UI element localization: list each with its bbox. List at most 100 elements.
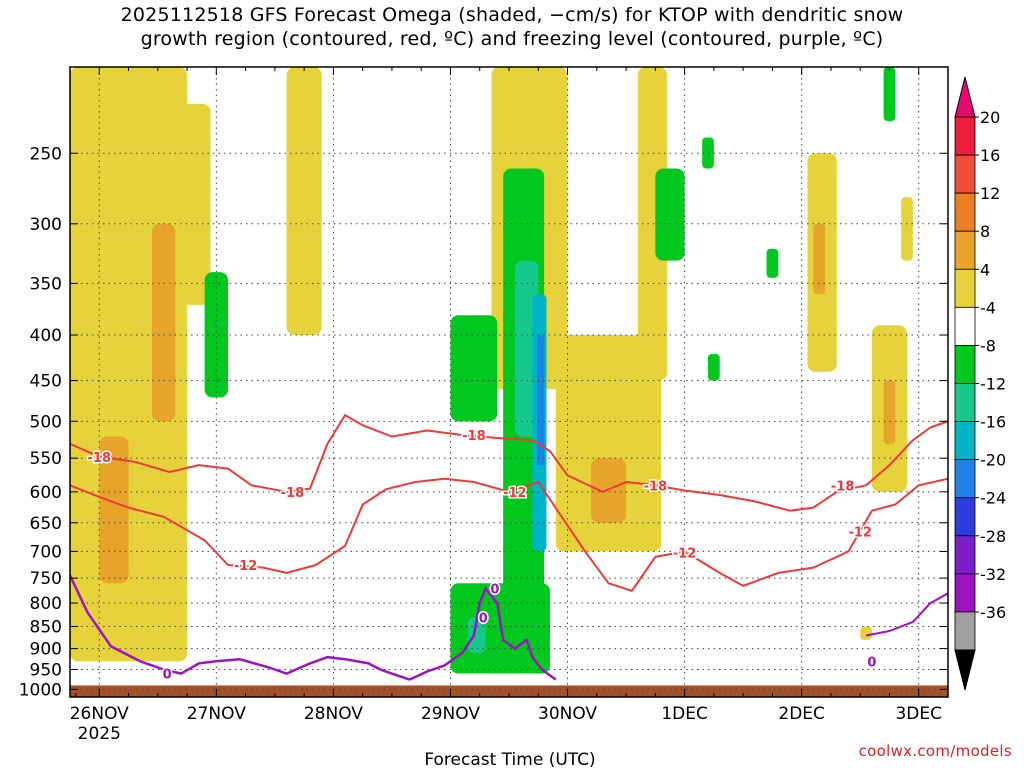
y-tick-label-650: 650 — [30, 514, 62, 534]
y-tick-label-350: 350 — [30, 274, 62, 294]
x-tick-label-7: 3DEC — [895, 704, 942, 724]
colorbar-swatch-1 — [954, 154, 976, 194]
axes: 250 300 350 400 450 500 550 600 650 700 750 800 850 9… — [19, 66, 949, 744]
contour-label-3-0: 0 — [479, 611, 488, 626]
omega-region-26 — [883, 67, 896, 122]
colorbar-swatch-9 — [954, 459, 976, 499]
x-tick-label-2: 28NOV — [304, 704, 363, 724]
colorbar-swatch-13 — [954, 611, 976, 651]
contour-label-2-0: 0 — [163, 668, 172, 683]
contour-line-2 — [70, 574, 410, 681]
omega-region-19 — [766, 248, 779, 278]
x-tick-label-3: 29NOV — [421, 704, 480, 724]
y-tick-label-300: 300 — [30, 215, 62, 235]
y-tick-label-500: 500 — [30, 412, 62, 432]
x-tick-label-6: 2DEC — [778, 704, 825, 724]
y-tick-label-850: 850 — [30, 617, 62, 637]
y-tick-label-1000: 1000 — [19, 680, 62, 700]
contour-label-3-1: 0 — [490, 582, 499, 597]
omega-region-17 — [655, 168, 685, 261]
colorbar-label-5: -4 — [980, 298, 996, 317]
chart-title-line-1: 2025112518 GFS Forecast Omega (shaded, −… — [120, 4, 904, 26]
y-tick-label-550: 550 — [30, 449, 62, 469]
y-tick-label-400: 400 — [30, 326, 62, 346]
omega-region-5 — [204, 272, 229, 398]
y-tick-label-950: 950 — [30, 661, 62, 681]
x-tick-label-1: 27NOV — [187, 704, 246, 724]
y-tick-label-900: 900 — [30, 640, 62, 660]
omega-region-8 — [590, 458, 627, 523]
y-tick-label-600: 600 — [30, 483, 62, 503]
contour-label-0-1: -18 — [281, 486, 305, 501]
colorbar-bottom-arrow — [954, 649, 976, 691]
colorbar-label-3: 8 — [980, 222, 990, 241]
colorbar-swatch-8 — [954, 421, 976, 461]
contour-line-1 — [70, 477, 948, 592]
contour-line-3 — [408, 587, 557, 681]
colorbar-swatch-7 — [954, 383, 976, 422]
colorbar-swatch-3 — [954, 230, 976, 270]
colorbar-label-12: -32 — [980, 565, 1006, 584]
x-axis-label: Forecast Time (UTC) — [424, 750, 595, 768]
colorbar-label-0: 20 — [980, 108, 1000, 127]
x-year-label: 2025 — [78, 724, 121, 744]
omega-region-4 — [286, 67, 322, 336]
contour-label-1-0: -12 — [234, 559, 258, 574]
watermark: coolwx.com/models — [858, 742, 1012, 760]
omega-region-10 — [450, 315, 498, 422]
chart-title: 2025112518 GFS Forecast Omega (shaded, −… — [0, 3, 1024, 51]
y-tick-label-750: 750 — [30, 569, 62, 589]
y-tick-label-250: 250 — [30, 144, 62, 164]
colorbar-label-1: 16 — [980, 146, 1000, 165]
colorbar-swatch-11 — [954, 535, 976, 575]
omega-region-1 — [99, 436, 129, 584]
y-tick-label-800: 800 — [30, 594, 62, 614]
colorbar-swatch-0 — [954, 116, 976, 156]
contour-label-0-0: -18 — [88, 451, 112, 466]
omega-region-3 — [181, 103, 211, 305]
colorbar: 20 16 12 8 4 -4 -8 -12 -16 -20 -24 -28 -32 -36 — [954, 76, 1006, 691]
omega-region-7 — [555, 335, 662, 552]
contour-label-1-1: -12 — [503, 486, 527, 501]
ground-fill — [70, 685, 948, 697]
omega-region-24 — [883, 380, 896, 444]
contour-label-1-3: -12 — [848, 526, 872, 541]
contour-label-0-3: -18 — [644, 479, 668, 494]
contour-line-0 — [70, 414, 948, 512]
colorbar-swatch-5 — [954, 306, 976, 346]
x-tick-label-4: 30NOV — [538, 704, 597, 724]
omega-region-2 — [151, 223, 176, 422]
contour-label-1-2: -12 — [673, 547, 697, 562]
omega-region-20 — [708, 353, 720, 381]
contour-label-0-4: -18 — [831, 479, 855, 494]
colorbar-swatch-12 — [954, 573, 976, 613]
colorbar-label-10: -24 — [980, 489, 1006, 508]
colorbar-swatch-6 — [954, 345, 976, 384]
colorbar-label-13: -36 — [980, 603, 1006, 622]
colorbar-swatch-10 — [954, 497, 976, 537]
contour-label-0-2: -18 — [462, 429, 486, 444]
colorbar-label-9: -20 — [980, 451, 1006, 470]
colorbar-label-7: -12 — [980, 375, 1006, 394]
colorbar-label-2: 12 — [980, 184, 1000, 203]
colorbar-label-6: -8 — [980, 336, 996, 355]
y-tick-label-450: 450 — [30, 372, 62, 392]
colorbar-swatch-2 — [954, 192, 976, 232]
colorbar-label-8: -16 — [980, 413, 1006, 432]
omega-region-14 — [537, 335, 545, 466]
chart-title-line-2: growth region (contoured, red, ºC) and f… — [140, 28, 884, 50]
colorbar-label-11: -28 — [980, 527, 1006, 546]
y-tick-label-700: 700 — [30, 542, 62, 562]
omega-region-9 — [637, 67, 668, 381]
x-tick-label-0: 26NOV — [70, 704, 129, 724]
colorbar-swatch-4 — [954, 268, 976, 308]
contour-label-4-0: 0 — [867, 655, 876, 670]
omega-region-22 — [813, 223, 826, 295]
omega-region-27 — [860, 626, 872, 640]
omega-region-25 — [901, 197, 913, 261]
x-tick-label-5: 1DEC — [661, 704, 708, 724]
colorbar-label-4: 4 — [980, 260, 990, 279]
